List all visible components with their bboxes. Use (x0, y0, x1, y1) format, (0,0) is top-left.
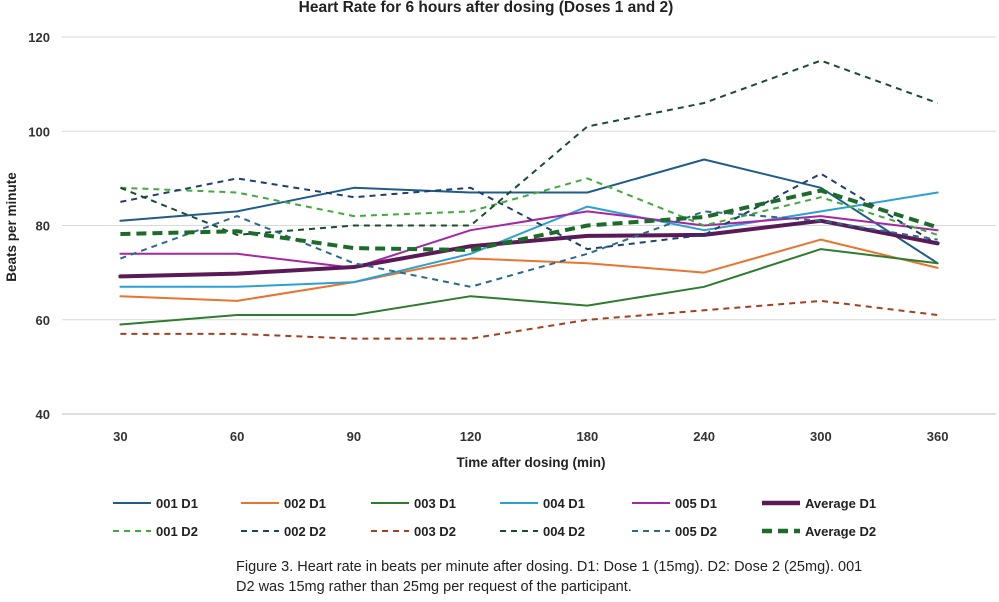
y-tick-label-100: 100 (28, 124, 50, 139)
chart-title: Heart Rate for 6 hours after dosing (Dos… (299, 0, 674, 16)
series-line-005-d1 (119, 210, 939, 269)
series-lines (118, 59, 940, 340)
series-line-average-d2 (120, 188, 939, 252)
gridlines (62, 36, 996, 415)
legend-label-average-d2: Average D2 (805, 524, 876, 539)
series-line-003-d1 (119, 248, 939, 326)
series-line-005-d2 (120, 210, 938, 288)
x-tick-label-60: 60 (230, 429, 244, 444)
y-axis-label: Beats per minute (4, 172, 19, 282)
x-axis-label: Time after dosing (min) (456, 455, 605, 470)
legend-label-002-d1: 002 D1 (284, 496, 326, 511)
series-line-001-d2 (120, 177, 938, 236)
y-tick-label-60: 60 (36, 313, 50, 328)
legend-label-003-d2: 003 D2 (414, 524, 456, 539)
legend-label-004-d1: 004 D1 (543, 496, 585, 511)
caption-line-1: Figure 3. Heart rate in beats per minute… (236, 559, 863, 575)
series-line-average-d1 (118, 218, 940, 279)
x-tick-label-300: 300 (810, 429, 832, 444)
legend-label-001-d2: 001 D2 (156, 524, 198, 539)
legend-label-002-d2: 002 D2 (284, 524, 326, 539)
x-tick-label-120: 120 (460, 429, 482, 444)
legend-label-003-d1: 003 D1 (414, 496, 456, 511)
legend-label-average-d1: Average D1 (805, 496, 876, 511)
legend-label-005-d1: 005 D1 (675, 496, 717, 511)
y-axis-ticks: 40 60 80 100 120 (28, 30, 50, 422)
y-tick-label-120: 120 (28, 30, 50, 45)
series-line-004-d2 (120, 59, 938, 236)
x-tick-label-360: 360 (927, 429, 949, 444)
x-axis-ticks: 30 60 90 120 180 240 300 360 (113, 429, 948, 444)
series-line-004-d1 (119, 191, 939, 288)
legend: 001 D1 002 D1 003 D1 004 D1 005 D1 Average D1… (113, 496, 876, 539)
series-line-001-d1 (119, 158, 939, 265)
x-tick-label-30: 30 (113, 429, 127, 444)
legend-label-001-d1: 001 D1 (156, 496, 198, 511)
x-tick-label-180: 180 (577, 429, 599, 444)
figure-caption: Figure 3. Heart rate in beats per minute… (236, 557, 916, 597)
x-tick-label-90: 90 (347, 429, 361, 444)
legend-label-004-d2: 004 D2 (543, 524, 585, 539)
y-tick-label-80: 80 (36, 219, 50, 234)
legend-label-005-d2: 005 D2 (675, 524, 717, 539)
series-line-002-d2 (120, 172, 939, 251)
x-tick-label-240: 240 (693, 429, 715, 444)
series-line-003-d2 (120, 299, 938, 340)
series-line-002-d1 (119, 238, 939, 302)
caption-line-2: D2 was 15mg rather than 25mg per request… (236, 579, 632, 595)
y-tick-label-40: 40 (36, 407, 50, 422)
